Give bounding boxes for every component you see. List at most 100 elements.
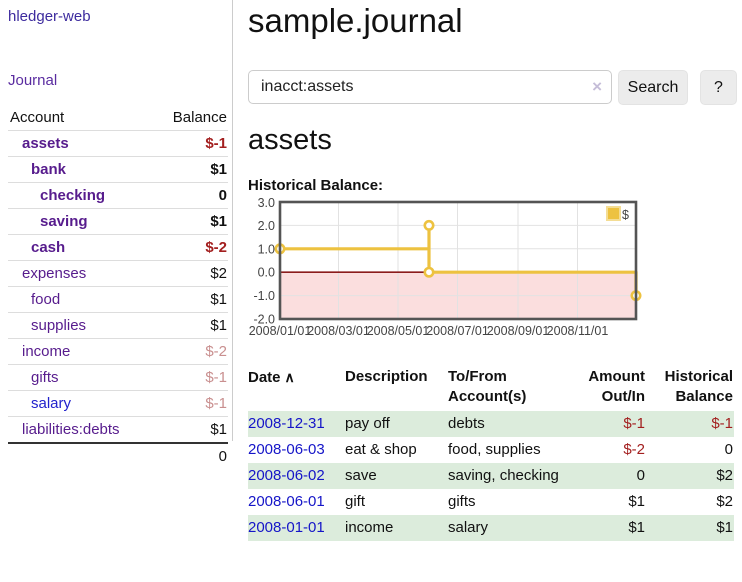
transaction-date-link[interactable]: 2008-06-03 (248, 441, 325, 458)
svg-text:0.0: 0.0 (258, 266, 275, 280)
chart-svg: $ 3.0 2.0 1.0 0.0 -1.0 -2.0 2008/01/01 2… (249, 196, 642, 338)
chart-vertical-gridlines (338, 202, 578, 319)
transaction-accounts: debts (448, 411, 586, 437)
account-balance: $-1 (153, 364, 228, 391)
account-balance: $1 (153, 156, 228, 183)
chart-legend: $ (606, 206, 629, 222)
register-row: 2008-06-02 save saving, checking 0 $2 (248, 463, 734, 489)
legend-label: $ (622, 208, 629, 222)
legend-swatch (606, 206, 621, 221)
sidebar-item-journal[interactable]: Journal (8, 72, 58, 89)
chart-title: Historical Balance: (248, 177, 384, 194)
transaction-date-link[interactable]: 2008-06-01 (248, 493, 325, 510)
search-input[interactable] (248, 70, 612, 104)
account-balance: $-1 (153, 390, 228, 417)
transaction-description: save (345, 463, 448, 489)
account-column-header: Account (10, 109, 65, 126)
register-row: 2008-01-01 income salary $1 $1 (248, 515, 734, 541)
transaction-description: pay off (345, 411, 448, 437)
account-link-assets[interactable]: assets (22, 135, 69, 152)
register-header-row: Date ∧ Description To/From Account(s) Amo… (248, 363, 734, 411)
account-balance: $1 (153, 286, 228, 313)
register-row: 2008-06-01 gift gifts $1 $2 (248, 489, 734, 515)
clear-search-icon[interactable]: × (592, 77, 602, 96)
svg-text:3.0: 3.0 (258, 198, 275, 210)
svg-text:2008/03/01: 2008/03/01 (307, 324, 370, 338)
account-row-supplies: supplies $1 (8, 312, 228, 339)
svg-text:-2.0: -2.0 (253, 313, 275, 327)
account-row-gifts: gifts $-1 (8, 364, 228, 391)
accounts-table-header: Account Balance (8, 106, 228, 131)
account-balance: $1 (153, 312, 228, 339)
date-column-header[interactable]: Date ∧ (248, 369, 295, 386)
account-link-gifts[interactable]: gifts (31, 369, 59, 386)
transaction-balance: $1 (646, 515, 734, 541)
transaction-amount: $-2 (623, 441, 645, 458)
svg-text:2008/11/01: 2008/11/01 (547, 324, 609, 338)
y-axis-tick-labels: 3.0 2.0 1.0 0.0 -1.0 -2.0 (253, 196, 275, 327)
account-row-expenses: expenses $2 (8, 260, 228, 287)
transaction-balance: $-1 (646, 411, 734, 437)
account-link-bank[interactable]: bank (31, 161, 67, 178)
transaction-accounts: saving, checking (448, 463, 586, 489)
description-column-header: Description (345, 368, 428, 385)
register-row: 2008-12-31 pay off debts $-1 $-1 (248, 411, 734, 437)
balance-column-header: Historical Balance (664, 368, 733, 405)
transaction-balance: $2 (646, 463, 734, 489)
accounts-balance-table: Account Balance assets $-1 bank $1 check… (8, 106, 228, 469)
x-axis-tick-labels: 2008/01/01 2008/03/01 2008/05/01 2008/07… (249, 324, 609, 338)
account-link-supplies[interactable]: supplies (31, 317, 87, 334)
account-link-salary[interactable]: salary (31, 395, 72, 412)
account-row-liabilities-debts: liabilities:debts $1 (8, 416, 228, 443)
account-balance: $1 (153, 208, 228, 235)
transaction-accounts: gifts (448, 493, 476, 510)
page-title: sample.journal (248, 2, 463, 39)
account-link-food[interactable]: food (31, 291, 61, 308)
search-button[interactable]: Search (618, 70, 688, 105)
balance-column-header: Balance (172, 109, 227, 126)
historical-balance-chart: $ 3.0 2.0 1.0 0.0 -1.0 -2.0 2008/01/01 2… (248, 196, 648, 346)
app-title-link[interactable]: hledger-web (8, 8, 91, 25)
account-row-income: income $-2 (8, 338, 228, 365)
account-link-liabilities-debts[interactable]: liabilities:debts (22, 421, 120, 438)
amount-column-header: Amount Out/In (588, 368, 645, 405)
account-row-assets: assets $-1 (8, 130, 228, 157)
accounts-total-value: 0 (153, 442, 228, 469)
account-balance: $-1 (153, 130, 228, 157)
svg-text:1.0: 1.0 (258, 242, 275, 256)
account-link-saving[interactable]: saving (40, 213, 88, 230)
transaction-date-link[interactable]: 2008-01-01 (248, 519, 325, 536)
transaction-description: gift (345, 493, 366, 510)
account-link-income[interactable]: income (22, 343, 71, 360)
svg-text:2008/09/01: 2008/09/01 (487, 324, 550, 338)
transaction-date-link[interactable]: 2008-12-31 (248, 415, 325, 432)
register-row: 2008-06-03 eat & shop food, supplies $-2… (248, 437, 734, 463)
transaction-accounts: food, supplies (448, 441, 541, 458)
accounts-total-row: 0 (8, 442, 228, 469)
transaction-description: eat & shop (345, 441, 417, 458)
svg-text:2008/01/01: 2008/01/01 (249, 324, 312, 338)
sidebar: hledger-web Journal Account Balance asse… (0, 0, 233, 469)
accounts-column-header: To/From Account(s) (448, 368, 527, 405)
transaction-amount: $1 (586, 515, 646, 541)
svg-text:-1.0: -1.0 (253, 289, 275, 303)
main-content: sample.journal × Search ? assets Histori… (248, 0, 742, 582)
transaction-date-link[interactable]: 2008-06-02 (248, 467, 325, 484)
transaction-description: income (345, 515, 448, 541)
register-table: Date ∧ Description To/From Account(s) Amo… (248, 363, 734, 541)
help-button[interactable]: ? (700, 70, 737, 105)
account-heading: assets (248, 124, 332, 156)
svg-text:2008/07/01: 2008/07/01 (426, 324, 489, 338)
account-row-cash: cash $-2 (8, 234, 228, 261)
account-balance: $1 (153, 416, 228, 443)
transaction-amount: $-1 (586, 411, 646, 437)
account-link-expenses[interactable]: expenses (22, 265, 87, 282)
svg-text:2.0: 2.0 (258, 219, 275, 233)
account-balance: 0 (153, 182, 228, 209)
account-link-checking[interactable]: checking (40, 187, 106, 204)
transaction-accounts: salary (448, 515, 586, 541)
account-link-cash[interactable]: cash (31, 239, 66, 256)
account-row-food: food $1 (8, 286, 228, 313)
account-row-salary: salary $-1 (8, 390, 228, 417)
